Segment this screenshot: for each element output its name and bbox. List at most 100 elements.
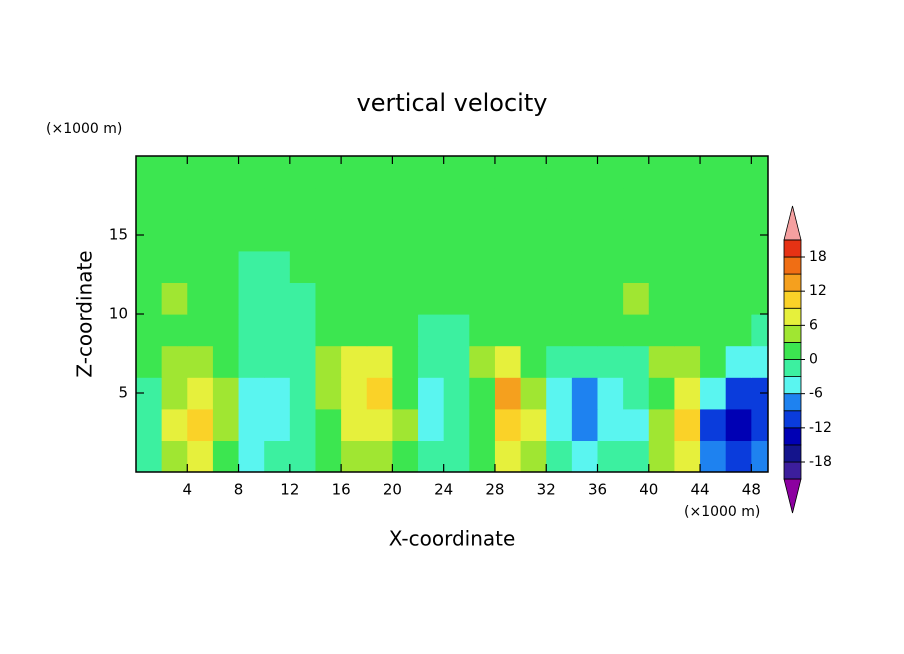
x-tick-label: 24 [434, 481, 453, 499]
contour-cell [187, 345, 214, 378]
contour-cell [674, 219, 701, 252]
colorbar-label: -12 [809, 420, 832, 436]
contour-cell [751, 314, 768, 347]
contour-cell [392, 156, 419, 189]
contour-cell [187, 282, 214, 315]
x-tick-label: 32 [537, 481, 556, 499]
contour-cell [315, 345, 342, 378]
contour-cell [674, 282, 701, 315]
contour-cell [469, 219, 496, 252]
contour-cell [264, 345, 291, 378]
contour-cell [571, 345, 599, 378]
contour-cell [341, 156, 368, 189]
contour-cell [264, 219, 291, 252]
contour-cell [392, 314, 419, 347]
contour-cell [315, 282, 342, 315]
contour-cell [700, 219, 727, 252]
contour-cell [289, 187, 317, 220]
x-tick-label: 12 [280, 481, 299, 499]
contour-cell [520, 408, 547, 441]
colorbar-box [783, 461, 802, 480]
contour-cell [238, 250, 265, 283]
contour-cell [571, 408, 599, 441]
contour-cell [366, 250, 393, 283]
x-unit: (×1000 m) [684, 504, 760, 520]
contour-cell [264, 250, 291, 283]
contour-cell [597, 408, 624, 441]
contour-cell [700, 156, 727, 189]
x-tick-label: 4 [183, 481, 193, 499]
contour-cell [366, 408, 393, 441]
contour-cell [161, 345, 188, 378]
contour-cell [238, 282, 265, 315]
colorbar-box [783, 290, 802, 309]
contour-cell [289, 440, 317, 472]
contour-cell [469, 440, 496, 472]
contour-cell [392, 219, 419, 252]
colorbar-label: 6 [809, 317, 818, 333]
contour-cell [187, 187, 214, 220]
contour-cell [623, 314, 650, 347]
contour-cell [392, 250, 419, 283]
contour-cell [674, 377, 701, 410]
contour-cell [136, 187, 163, 220]
contour-cell [212, 345, 240, 378]
contour-cell [520, 187, 547, 220]
contour-cell [238, 156, 265, 189]
colorbar-label: 0 [809, 352, 818, 368]
contour-cell [238, 377, 265, 410]
contour-cell [597, 377, 624, 410]
contour-cell [366, 156, 393, 189]
contour-cell [161, 440, 188, 472]
contour-cell [392, 440, 419, 472]
contour-cell [418, 156, 445, 189]
contour-cell [571, 440, 599, 472]
contour-cell [674, 408, 701, 441]
contour-cell [751, 377, 768, 410]
chart-title: vertical velocity [357, 89, 548, 117]
contour-cell [187, 219, 214, 252]
contour-cell [136, 156, 163, 189]
contour-cell [443, 345, 470, 378]
contour-cell [494, 187, 522, 220]
contour-cell [623, 345, 650, 378]
contour-cell [264, 156, 291, 189]
contour-cell [187, 314, 214, 347]
contour-cell [571, 219, 599, 252]
colorbar-box [783, 444, 802, 463]
contour-cell [597, 219, 624, 252]
colorbar-box [783, 342, 802, 360]
contour-cell [469, 345, 496, 378]
colorbar-box [783, 256, 802, 275]
contour-cell [161, 219, 188, 252]
contour-cell [674, 345, 701, 378]
contour-cell [751, 440, 768, 472]
contour-cell [648, 219, 676, 252]
contour-cell [212, 187, 240, 220]
x-axis-label: X-coordinate [389, 527, 516, 551]
contour-cell [264, 377, 291, 410]
contour-cell [494, 282, 522, 315]
contour-cell [674, 250, 701, 283]
colorbar-label: 18 [809, 249, 827, 265]
colorbar-over [783, 205, 802, 241]
contour-cell [315, 408, 342, 441]
colorbar-box [783, 307, 802, 326]
contour-cell [700, 314, 727, 347]
x-tick-label: 40 [639, 481, 658, 499]
contour-cell [700, 250, 727, 283]
contour-cell [366, 282, 393, 315]
y-unit: (×1000 m) [46, 121, 122, 137]
contour-cell [520, 440, 547, 472]
contour-cell [443, 314, 470, 347]
contour-cell [315, 219, 342, 252]
y-tick-label: 15 [109, 226, 128, 244]
contour-cell [161, 314, 188, 347]
contour-cell [751, 187, 768, 220]
contour-cell [443, 440, 470, 472]
contour-cell [725, 219, 752, 252]
contour-cell [571, 314, 599, 347]
contour-cell [494, 408, 522, 441]
contour-cell [725, 250, 752, 283]
contour-cell [443, 377, 470, 410]
